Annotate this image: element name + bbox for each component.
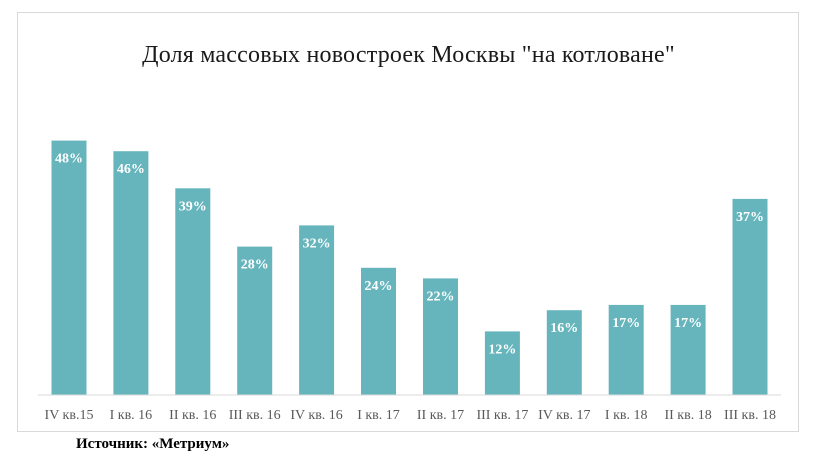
x-tick-label-6: I кв. 17 [357,408,400,423]
bar-12 [732,198,768,395]
data-label-3: 39% [179,199,207,214]
data-label-9: 16% [550,321,578,336]
bar-7 [423,278,458,395]
chart-title: Доля массовых новостроек Москвы "на котл… [142,42,675,68]
data-label-6: 24% [365,279,393,294]
source-note: Источник: «Метриум» [76,436,230,452]
data-label-5: 32% [303,236,331,251]
x-tick-label-8: III кв. 17 [476,408,528,423]
bar-6 [361,267,396,395]
x-tick-label-2: I кв. 16 [110,408,153,423]
bar-8 [484,331,520,395]
x-tick-label-11: II кв. 18 [664,408,711,423]
x-tick-label-3: II кв. 16 [169,408,216,423]
bar-2 [113,151,149,395]
bar-9 [546,310,582,395]
x-tick-label-7: II кв. 17 [417,408,464,423]
data-label-10: 17% [612,316,640,331]
data-label-7: 22% [427,289,455,304]
data-label-11: 17% [674,316,702,331]
x-tick-label-10: I кв. 18 [605,408,648,423]
x-tick-label-4: III кв. 16 [229,408,281,423]
x-tick-label-12: III кв. 18 [724,408,776,423]
bar-1 [51,140,87,395]
data-labels-layer: 48% 46% 39% 28% 32% 24% 22% 12% 16% 17% 17% 37% [55,152,764,358]
x-tick-labels-layer: IV кв.15 I кв. 16 II кв. 16 III кв. 16 IV кв… [45,408,776,423]
data-label-12: 37% [736,210,764,225]
x-tick-label-9: IV кв. 17 [538,408,590,423]
data-label-4: 28% [241,258,269,273]
data-label-1: 48% [55,152,83,167]
x-tick-label-1: IV кв.15 [45,408,94,423]
bar-4 [237,246,273,395]
bar-10 [608,304,644,395]
bar-11 [670,304,706,395]
x-tick-label-5: IV кв. 16 [290,408,342,423]
data-label-8: 12% [488,342,516,357]
bar-3 [175,188,211,395]
bars-layer [51,140,768,395]
bar-5 [299,225,335,395]
data-label-2: 46% [117,162,145,177]
